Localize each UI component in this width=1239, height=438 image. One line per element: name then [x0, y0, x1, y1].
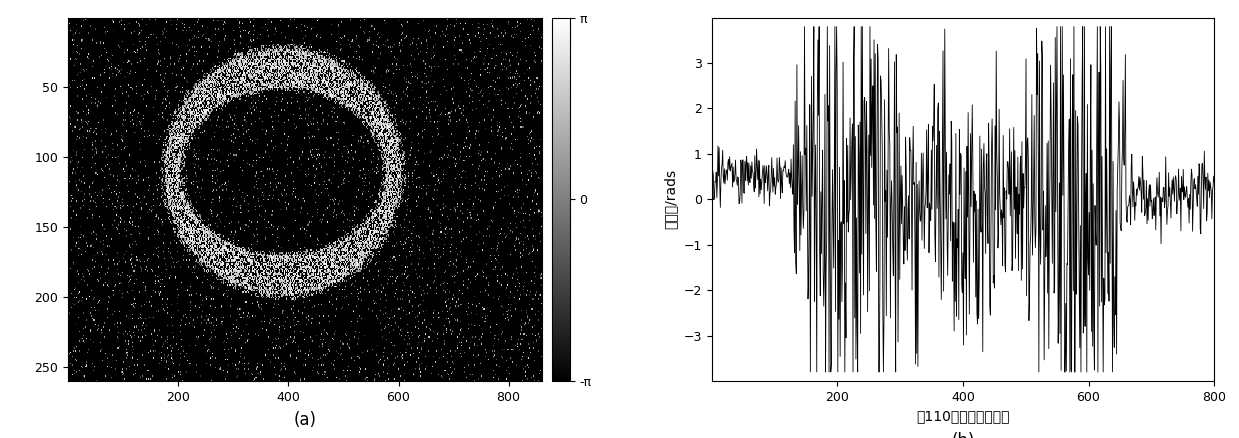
Text: (b): (b)	[952, 432, 975, 438]
Y-axis label: 相位値/rads: 相位値/rads	[664, 169, 678, 230]
X-axis label: 第110行的像素点位置: 第110行的像素点位置	[916, 410, 1010, 424]
Text: (a): (a)	[294, 411, 316, 429]
